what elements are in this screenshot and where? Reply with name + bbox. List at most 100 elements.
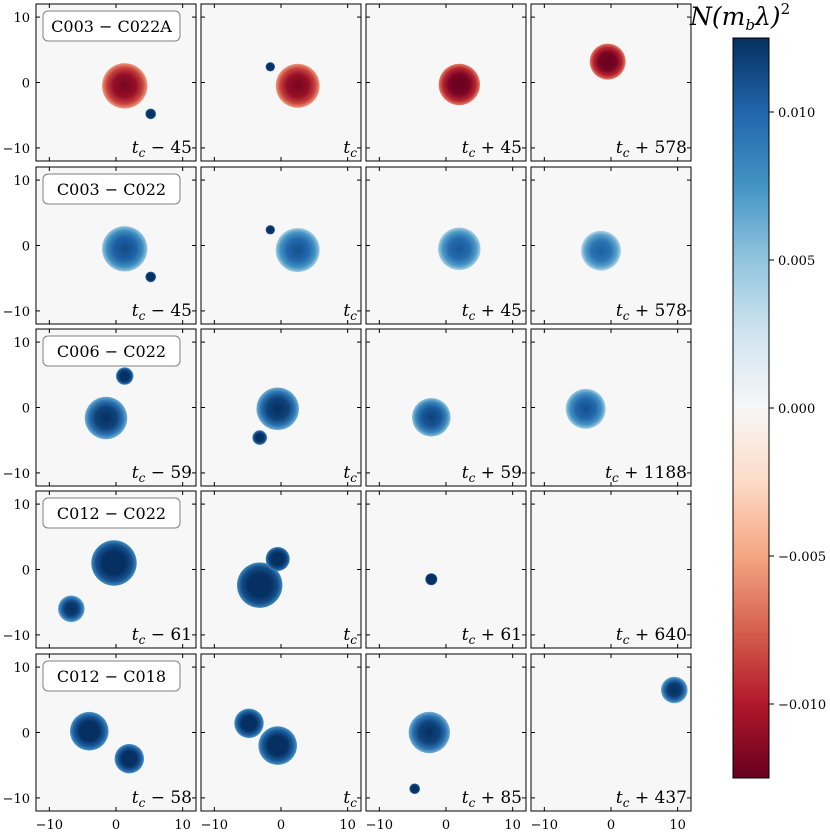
density-blob (438, 227, 481, 271)
density-blob (252, 430, 267, 445)
panel-r3-c4: tc + 1188 (530, 328, 692, 487)
panel-r4-c1: 10 0 −10 tc − 61 C012 − C022 (3, 490, 197, 649)
panel-time-label: tc (343, 463, 357, 485)
density-blob (102, 63, 148, 109)
colorbar-tick-label: −0.005 (778, 550, 826, 565)
colorbar-title: N(mbλ)2 (689, 0, 790, 34)
panel-r2-c4: tc + 578 (530, 166, 692, 325)
colorbar-tick-label: −0.010 (778, 698, 826, 713)
density-blob (237, 562, 283, 608)
panel-time-label: tc − 58 (132, 788, 192, 810)
panel-r5-c4: −10 0 10 tc + 437 (530, 653, 692, 832)
y-tick-label: 10 (13, 661, 30, 676)
row-label-box (42, 497, 181, 529)
row-label: C003 − C022 (57, 180, 166, 199)
density-blob (265, 225, 275, 235)
x-tick-label: 10 (669, 818, 686, 832)
panel-time-label: tc + 61 (462, 625, 522, 647)
row-label: C012 − C022 (57, 504, 166, 523)
panel-time-label: tc (343, 625, 357, 647)
panel-r5-c3: −10 0 10 tc + 85 (365, 653, 527, 832)
density-blob (275, 228, 320, 273)
y-tick-label: 0 (22, 564, 30, 579)
panel-r1-c4: tc + 578 (530, 3, 692, 162)
y-tick-label: 10 (13, 11, 30, 26)
y-tick-label: 0 (22, 240, 30, 255)
density-blob (275, 63, 320, 108)
density-blob (116, 367, 134, 385)
panel-r3-c2: tc (200, 328, 362, 487)
panel-r1-c1: 10 0 −10 tc − 45 C003 − C022A (3, 3, 197, 162)
y-tick-label: 10 (13, 336, 30, 351)
density-blob (84, 396, 128, 440)
panel-r3-c1: 10 0 −10 tc − 59 C006 − C022 (3, 328, 197, 487)
panel-time-label: tc + 578 (616, 301, 687, 323)
panel-time-label: tc + 437 (616, 788, 687, 810)
panel-background (531, 329, 691, 486)
density-blob (234, 708, 264, 738)
x-tick-label: 10 (339, 818, 356, 832)
panel-time-label: tc − 61 (132, 625, 192, 647)
panel-r4-c4: tc + 640 (530, 490, 692, 649)
row-label-box (42, 335, 181, 367)
x-tick-label: 0 (277, 818, 285, 832)
panel-background (366, 491, 526, 648)
x-tick-label: 0 (442, 818, 450, 832)
panel-time-label: tc + 85 (462, 788, 522, 810)
panel-grid: 10 0 −10 tc − 45 C003 − C022A tc tc + 45 tc + 5… (3, 3, 692, 832)
density-blob (102, 226, 148, 272)
density-blob (145, 108, 156, 120)
panel-time-label: tc + 578 (616, 138, 687, 160)
row-label: C006 − C022 (57, 342, 166, 361)
x-tick-label: 10 (504, 818, 521, 832)
panel-r3-c3: tc + 59 (365, 328, 527, 487)
row-label: C003 − C022A (51, 17, 172, 36)
panel-background (531, 4, 691, 161)
panel-time-label: tc + 1188 (605, 463, 687, 485)
y-tick-label: −10 (3, 142, 30, 157)
x-tick-label: −10 (531, 818, 558, 832)
density-blob (438, 63, 480, 106)
panel-r4-c2: tc (200, 490, 362, 649)
row-label: C012 − C018 (57, 667, 166, 686)
panel-time-label: tc + 45 (462, 138, 522, 160)
panel-time-label: tc + 45 (462, 301, 522, 323)
density-blob (258, 726, 298, 765)
y-tick-label: −10 (3, 467, 30, 482)
density-blob (409, 783, 421, 795)
y-tick-label: 0 (22, 77, 30, 92)
density-blob (581, 230, 621, 271)
y-tick-label: −10 (3, 792, 30, 807)
panel-r2-c1: 10 0 −10 tc − 45 C003 − C022 (3, 166, 197, 325)
panel-r4-c3: tc + 61 (365, 490, 527, 649)
density-blob (91, 540, 137, 586)
x-tick-label: −10 (36, 818, 63, 832)
y-tick-label: 10 (13, 498, 30, 513)
y-tick-label: 10 (13, 174, 30, 189)
colorbar-tick-label: 0.000 (778, 402, 815, 417)
row-label-box (42, 660, 181, 692)
panel-time-label: tc − 45 (132, 138, 192, 160)
density-blob (58, 595, 85, 623)
panel-r1-c3: tc + 45 (365, 3, 527, 162)
density-blob (70, 711, 109, 751)
density-blob (661, 676, 688, 704)
panel-r5-c1: 10 0 −10 −10 0 10 tc − 58 C012 − C018 (3, 653, 197, 832)
panel-time-label: tc − 45 (132, 301, 192, 323)
panel-time-label: tc (343, 788, 357, 810)
density-blob (425, 573, 438, 586)
density-blob (256, 387, 300, 431)
panel-time-label: tc − 59 (132, 463, 192, 485)
colorbar: N(mbλ)2 0.010 0.005 0.000 −0.005 −0.010 (689, 0, 826, 779)
row-label-box (42, 10, 181, 42)
row-label-box (42, 173, 181, 205)
panel-time-label: tc (343, 138, 357, 160)
x-tick-label: −10 (201, 818, 228, 832)
density-blob (412, 398, 451, 437)
density-blob (589, 43, 626, 80)
panel-r2-c3: tc + 45 (365, 166, 527, 325)
x-tick-label: 10 (174, 818, 191, 832)
density-blob (114, 744, 144, 774)
density-blob (145, 271, 156, 283)
